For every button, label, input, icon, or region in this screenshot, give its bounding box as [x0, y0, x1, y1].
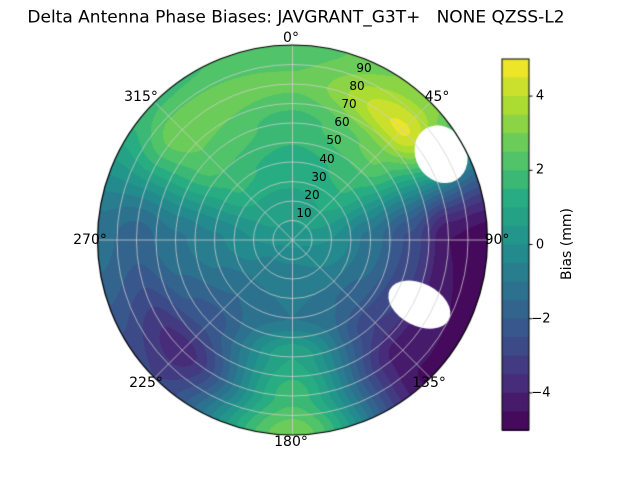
- azimuth-tick-label-0: 0°: [283, 30, 299, 46]
- radial-tick-label-40: 40: [319, 152, 335, 166]
- azimuth-tick-label-315: 315°: [124, 89, 158, 105]
- radial-tick-label-70: 70: [341, 97, 357, 111]
- colorbar-tick-label-2: 2: [535, 162, 545, 178]
- radial-tick-label-10: 10: [296, 206, 312, 220]
- radial-tick-label-80: 80: [349, 79, 365, 93]
- colorbar-axis-label: Bias (mm): [559, 207, 575, 281]
- azimuth-tick-label-180: 180°: [274, 434, 308, 450]
- azimuth-tick-label-225: 225°: [129, 375, 163, 391]
- radial-tick-label-20: 20: [304, 188, 320, 202]
- azimuth-tick-label-270: 270°: [73, 232, 107, 248]
- azimuth-tick-label-90: 90°: [484, 232, 510, 248]
- radial-tick-label-90: 90: [356, 61, 372, 75]
- chart-title: Delta Antenna Phase Biases: JAVGRANT_G3T…: [27, 7, 565, 28]
- radial-tick-label-30: 30: [311, 170, 327, 184]
- colorbar-tick-label-0: 0: [535, 237, 545, 253]
- azimuth-tick-label-45: 45°: [424, 89, 450, 105]
- azimuth-tick-label-135: 135°: [412, 375, 446, 391]
- radial-tick-label-50: 50: [326, 133, 342, 147]
- radial-tick-label-60: 60: [334, 115, 350, 129]
- colorbar-tick-label--4: −4: [531, 385, 551, 401]
- colorbar-tick-label--2: −2: [531, 311, 551, 327]
- colorbar-tick-label-4: 4: [535, 88, 545, 104]
